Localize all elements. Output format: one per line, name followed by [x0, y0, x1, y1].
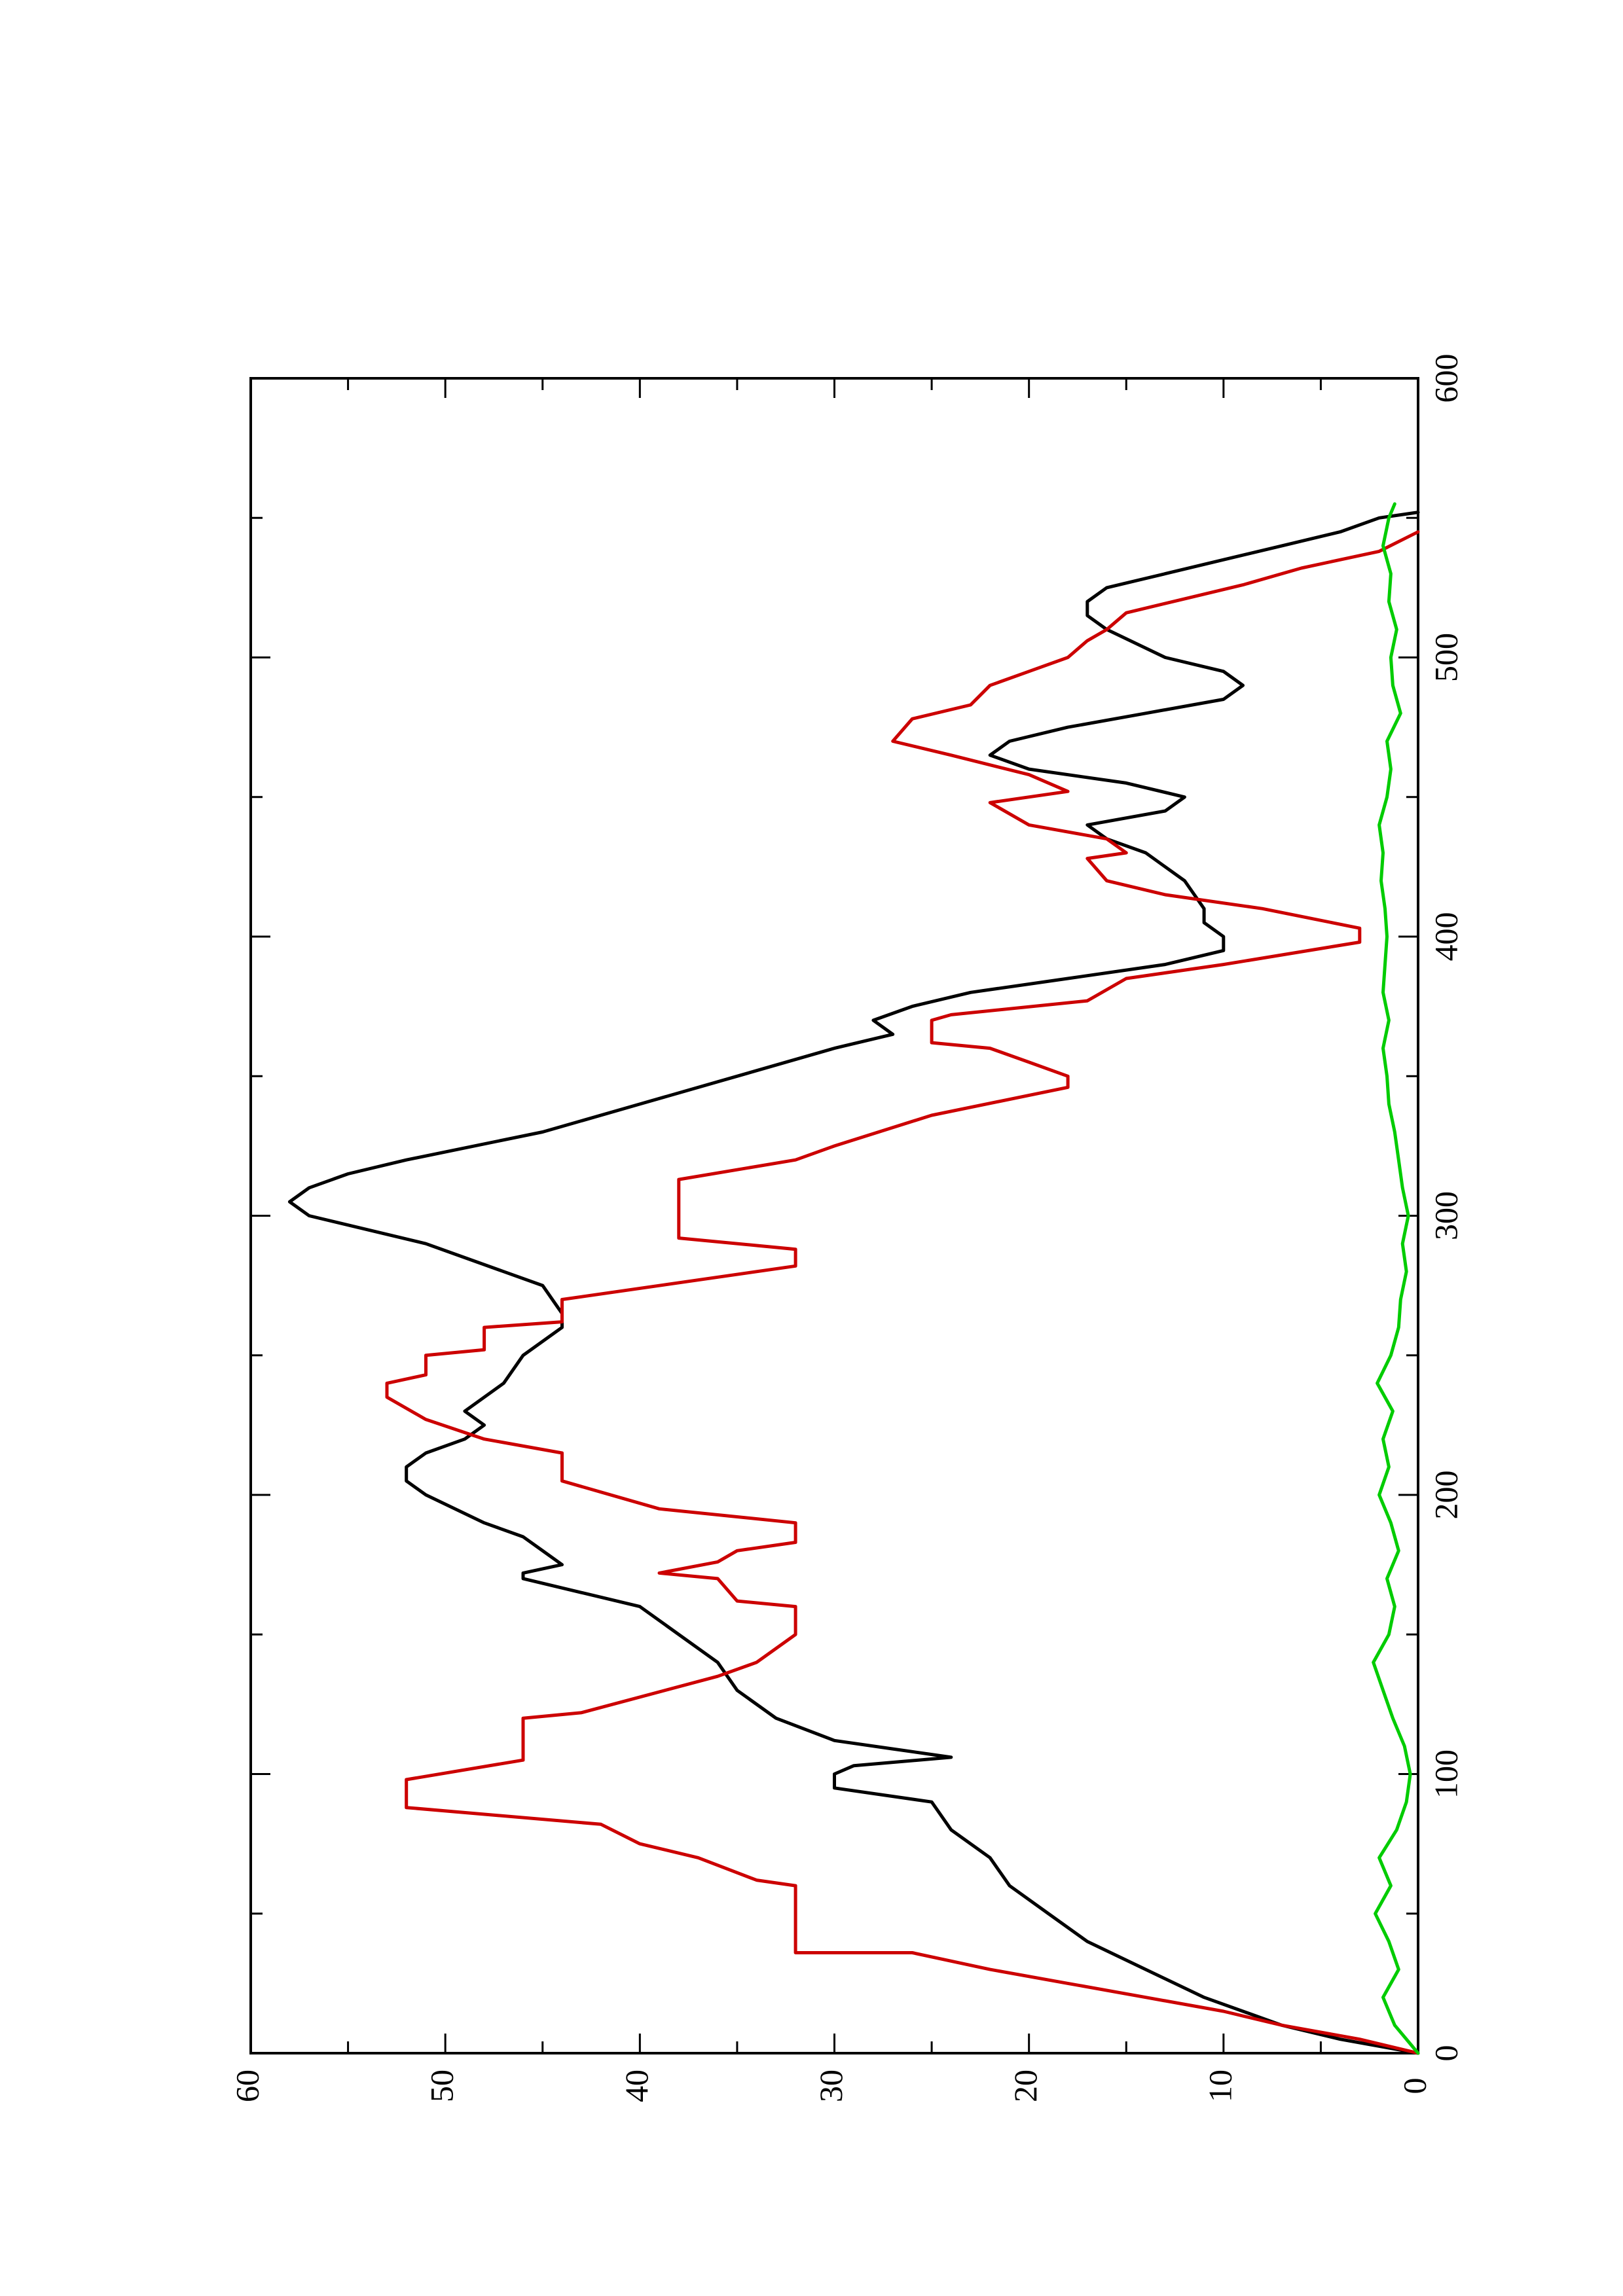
y-tick-label: 40: [618, 2070, 655, 2102]
series-line-1: [287, 511, 1420, 2055]
y-tick-label: 30: [812, 2070, 849, 2102]
x-tick-label: 200: [1427, 1471, 1464, 1520]
x-tick-label: 600: [1427, 354, 1464, 403]
series-line-2: [385, 530, 1420, 2055]
y-tick-label: 0: [1396, 2078, 1432, 2094]
y-tick-label: 10: [1201, 2070, 1238, 2102]
tick-labels-layer: 0 100 200 300 400 500 600 0 10 20 30 40 50 60: [228, 354, 1464, 2103]
x-tick-label: 300: [1427, 1191, 1464, 1240]
y-tick-label: 20: [1007, 2070, 1044, 2102]
x-tick-label: 400: [1427, 912, 1464, 961]
plot-frame: [249, 377, 1419, 2054]
x-tick-label: 0: [1427, 2045, 1464, 2062]
x-tick-label: 500: [1427, 633, 1464, 682]
ticks-layer: [249, 377, 1419, 2054]
y-tick-label: 50: [424, 2070, 460, 2102]
y-tick-label: 60: [228, 2070, 265, 2102]
series-line-3: [1372, 502, 1420, 2055]
series-layer: [287, 502, 1420, 2055]
x-tick-label: 100: [1427, 1749, 1464, 1799]
